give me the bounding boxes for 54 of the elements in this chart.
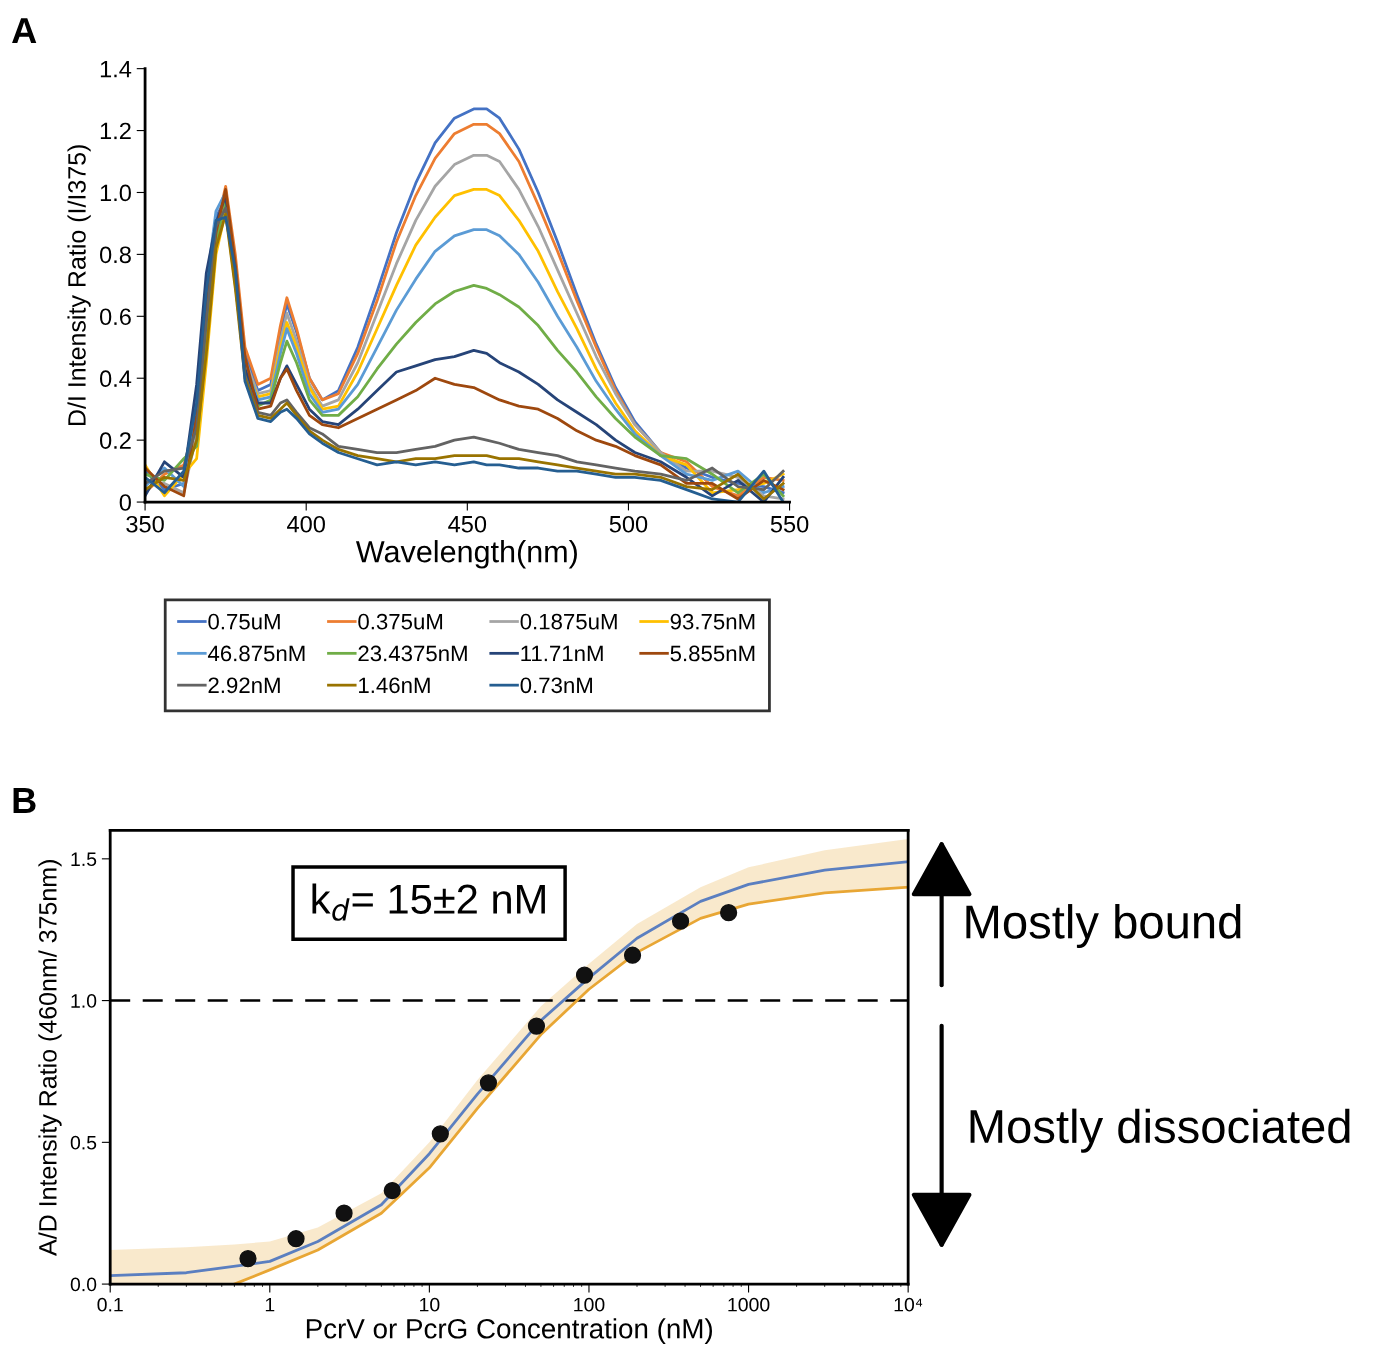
x-tick-label: 550 <box>770 515 809 533</box>
text: A <box>12 18 37 43</box>
x-tick-label: 0.1 <box>97 1297 123 1312</box>
x-tick-label: 10⁴ <box>894 1297 923 1312</box>
text: Mostly dissociated <box>970 1108 1350 1153</box>
x-tick-label: 400 <box>287 515 325 533</box>
point <box>623 946 642 964</box>
legend-label: 0.1875uM <box>520 613 617 630</box>
legend-label: 11.71nM <box>521 645 603 662</box>
legend-label: 23.4375nM <box>358 645 467 662</box>
x-tick-label: 10 <box>420 1297 440 1312</box>
point <box>575 966 594 984</box>
y-axis-title: D/I Intensity Ratio (I/I375) <box>67 145 91 426</box>
y-tick-label: 0 <box>119 494 131 511</box>
legend-label: 1.46nM <box>359 677 430 694</box>
text: B <box>13 788 36 813</box>
y-tick-label: 1.0 <box>100 184 131 202</box>
x-tick-label: 1 <box>265 1297 275 1312</box>
x-tick-label: 450 <box>448 515 487 533</box>
legend-label: 93.75nM <box>670 613 755 630</box>
legend-label: 0.375uM <box>358 613 443 630</box>
x-axis-title: Wavelength(nm) <box>355 540 577 569</box>
point <box>335 1204 353 1222</box>
y-tick-label: 1.4 <box>100 60 132 78</box>
y-tick-label: 0.6 <box>99 308 131 326</box>
y-tick-label: 1.0 <box>71 994 97 1008</box>
legend-label: 5.855nM <box>670 645 755 662</box>
point <box>287 1230 305 1248</box>
point <box>671 912 690 930</box>
text: Mostly bound <box>966 904 1241 949</box>
y-tick-label: 1.5 <box>71 852 97 867</box>
y-tick-label: 0.0 <box>70 1277 97 1292</box>
y-tick-label: 0.5 <box>70 1135 97 1150</box>
x-axis-title: PcrV or PcrG Concentration (nM) <box>306 1318 712 1345</box>
legend-label: 0.75uM <box>208 613 280 630</box>
x-tick-label: 100 <box>574 1297 605 1312</box>
y-tick-label: 0.8 <box>99 246 131 264</box>
legend-label: 0.73nM <box>520 677 592 694</box>
x-tick-label: 1000 <box>728 1297 770 1312</box>
point <box>239 1249 257 1268</box>
y-axis-title: A/D Intensity Ratio (460nm/ 375nm) <box>38 860 62 1256</box>
point <box>479 1074 498 1092</box>
point <box>527 1017 546 1035</box>
legend-label: 46.875nM <box>207 645 305 662</box>
point <box>383 1181 401 1200</box>
point <box>431 1125 449 1143</box>
point <box>720 904 738 922</box>
y-tick-label: 0.4 <box>99 370 132 388</box>
legend-label: 2.92nM <box>208 677 280 694</box>
y-tick-label: 1.2 <box>100 122 131 140</box>
y-tick-label: 0.2 <box>99 432 131 449</box>
x-tick-label: 500 <box>609 515 648 533</box>
x-tick-label: 350 <box>126 515 164 533</box>
annotation: k$_{d}$= 15±2 nM <box>312 883 545 921</box>
